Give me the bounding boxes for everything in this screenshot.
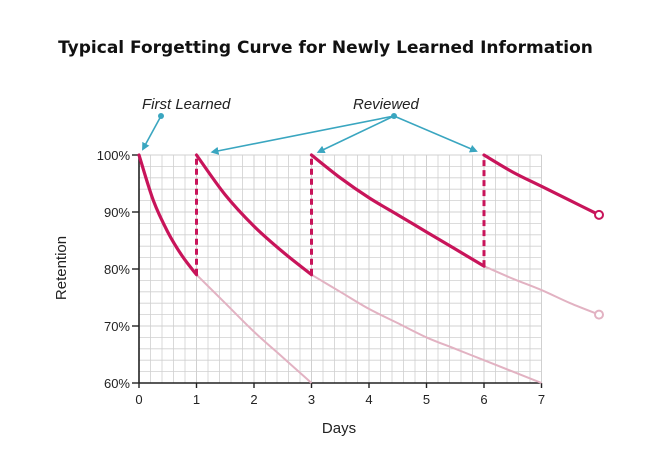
curve-end-marker <box>594 309 604 320</box>
x-tick-label: 7 <box>538 392 545 407</box>
y-tick-label: 90% <box>104 205 130 220</box>
x-tick-label: 0 <box>135 392 142 407</box>
x-tick-label: 6 <box>480 392 487 407</box>
x-tick-label: 3 <box>308 392 315 407</box>
faded-curves <box>195 265 604 384</box>
annotation-arrow <box>393 115 478 153</box>
annotations <box>142 113 478 155</box>
retention-curve <box>482 153 601 217</box>
annotation-first-learned: First Learned <box>142 96 231 113</box>
y-tick-label: 70% <box>104 319 130 334</box>
review-lines <box>195 155 486 275</box>
y-tick-label: 60% <box>104 376 130 391</box>
retention-curve <box>137 153 199 277</box>
x-tick-label: 2 <box>250 392 257 407</box>
faded-curve <box>310 273 542 384</box>
curve-end-marker <box>594 209 604 220</box>
retention-curve <box>309 153 486 268</box>
retention-curve <box>194 153 314 277</box>
active-curves <box>137 153 604 277</box>
axes: 60% 70% 80% 90% 100% 0 1 2 3 4 5 6 7 <box>97 148 545 407</box>
faded-curve <box>195 273 313 384</box>
x-tick-label: 4 <box>365 392 372 407</box>
grid <box>138 154 542 384</box>
annotation-arrow <box>316 115 395 154</box>
annotation-reviewed: Reviewed <box>353 96 420 113</box>
y-tick-label: 100% <box>97 148 131 163</box>
x-tick-label: 1 <box>193 392 200 407</box>
chart-title: Typical Forgetting Curve for Newly Learn… <box>58 38 593 58</box>
y-tick-label: 80% <box>104 262 130 277</box>
faded-curve <box>483 265 600 316</box>
x-axis-label: Days <box>322 420 356 437</box>
y-axis-label: Retention <box>53 236 70 300</box>
annotation-arrow <box>142 115 162 151</box>
x-tick-label: 5 <box>423 392 430 407</box>
annotation-arrow <box>210 115 395 155</box>
